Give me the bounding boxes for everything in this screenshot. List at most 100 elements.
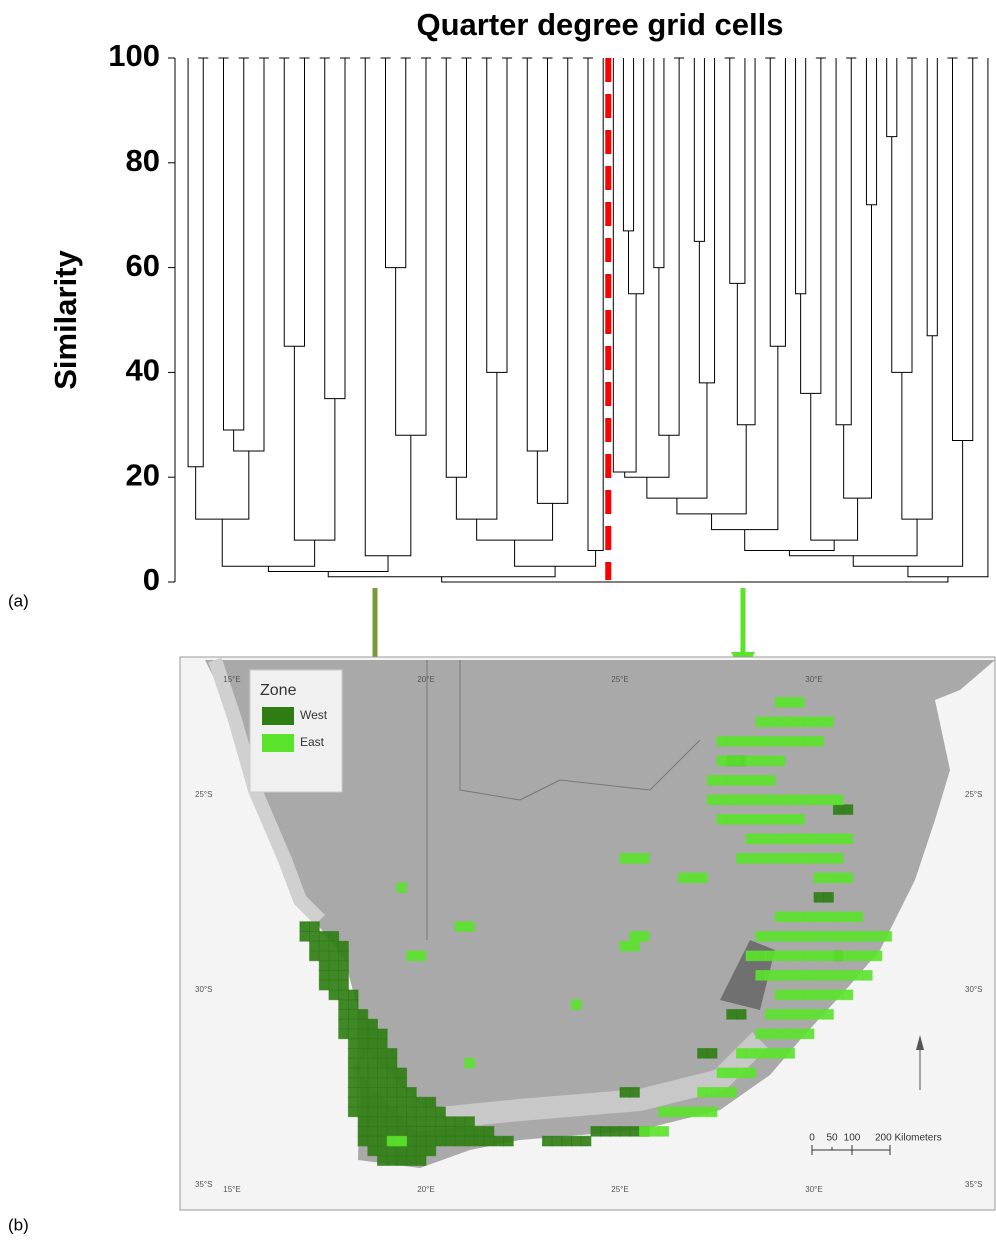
grid-cell bbox=[571, 1135, 582, 1147]
grid-cell bbox=[774, 833, 786, 845]
dendrogram-branch bbox=[835, 58, 852, 426]
grid-cell bbox=[435, 1116, 446, 1127]
grid-cell bbox=[299, 921, 311, 932]
grid-cell bbox=[716, 775, 728, 786]
grid-cell bbox=[823, 892, 834, 903]
grid-cell bbox=[377, 1155, 388, 1166]
grid-cell bbox=[774, 794, 786, 806]
grid-cell bbox=[813, 716, 825, 728]
grid-cell bbox=[726, 1067, 737, 1079]
grid-cell bbox=[328, 940, 340, 952]
grid-cell bbox=[347, 1018, 359, 1030]
grid-cell bbox=[784, 1048, 796, 1059]
grid-cell bbox=[794, 970, 805, 981]
grid-cell bbox=[367, 1028, 378, 1040]
grid-cell bbox=[726, 794, 737, 806]
grid-cell bbox=[803, 794, 815, 806]
grid-cell bbox=[318, 931, 330, 942]
lon-label: 25°E bbox=[611, 675, 628, 684]
legend-swatch bbox=[262, 734, 294, 752]
grid-cell bbox=[386, 1077, 398, 1088]
legend-swatch bbox=[262, 707, 294, 725]
grid-cell bbox=[464, 1135, 475, 1147]
grid-cell bbox=[774, 736, 786, 747]
grid-cell bbox=[755, 716, 766, 728]
grid-cell bbox=[367, 1077, 378, 1088]
dendrogram-branch bbox=[233, 58, 265, 452]
grid-cell bbox=[406, 1135, 417, 1147]
grid-cell bbox=[745, 1048, 757, 1059]
lat-label: 25°S bbox=[965, 790, 982, 799]
grid-cell bbox=[396, 1145, 408, 1157]
grid-cell bbox=[454, 1135, 466, 1147]
grid-cell bbox=[367, 1135, 378, 1147]
grid-cell bbox=[794, 931, 805, 942]
grid-cell bbox=[745, 736, 757, 747]
grid-cell bbox=[347, 989, 359, 1001]
grid-cell bbox=[735, 1009, 747, 1020]
grid-cell bbox=[493, 1135, 505, 1147]
grid-cell bbox=[377, 1145, 388, 1157]
y-tick-label: 20 bbox=[126, 457, 160, 492]
grid-cell bbox=[464, 921, 475, 932]
grid-cell bbox=[755, 1048, 766, 1059]
grid-cell bbox=[367, 1087, 378, 1098]
grid-cell bbox=[377, 1067, 388, 1079]
grid-cell bbox=[377, 1028, 388, 1040]
dendrogram-branch bbox=[952, 58, 974, 442]
scale-label: 200 Kilometers bbox=[875, 1133, 942, 1144]
map-cells bbox=[299, 697, 893, 1166]
dendrogram-branch bbox=[455, 372, 498, 520]
grid-cell bbox=[794, 911, 805, 923]
grid-cell bbox=[415, 1155, 427, 1166]
grid-cell bbox=[386, 1155, 398, 1166]
grid-cell bbox=[862, 931, 873, 942]
grid-cell bbox=[687, 1106, 699, 1118]
grid-cell bbox=[571, 999, 582, 1010]
grid-cell bbox=[842, 970, 854, 981]
grid-cell bbox=[406, 1126, 417, 1137]
grid-cell bbox=[755, 853, 766, 864]
grid-cell bbox=[406, 1087, 417, 1098]
dendrogram-branch bbox=[658, 58, 680, 436]
grid-cell bbox=[726, 1087, 737, 1098]
grid-cell bbox=[377, 1135, 388, 1147]
grid-cell bbox=[425, 1145, 437, 1157]
grid-cell bbox=[464, 1057, 475, 1069]
grid-cell bbox=[338, 940, 349, 952]
grid-cell bbox=[862, 950, 873, 962]
grid-cell bbox=[687, 872, 699, 884]
grid-cell bbox=[464, 1116, 475, 1127]
grid-cell bbox=[794, 853, 805, 864]
lat-label: 35°S bbox=[195, 1180, 212, 1189]
grid-cell bbox=[338, 960, 349, 971]
grid-cell bbox=[765, 755, 776, 767]
grid-cell bbox=[357, 1028, 369, 1040]
grid-cell bbox=[832, 853, 844, 864]
grid-cell bbox=[842, 872, 854, 884]
grid-cell bbox=[629, 940, 640, 952]
dendrogram-branch bbox=[769, 58, 786, 347]
grid-cell bbox=[813, 931, 825, 942]
grid-cell bbox=[415, 950, 427, 962]
dendrogram-branch bbox=[729, 58, 746, 284]
lon-label: 20°E bbox=[417, 675, 434, 684]
grid-cell bbox=[735, 775, 747, 786]
dendrogram-branch bbox=[364, 58, 412, 557]
grid-cell bbox=[755, 775, 766, 786]
grid-cell bbox=[784, 1009, 796, 1020]
grid-cell bbox=[765, 794, 776, 806]
dendrogram-branch bbox=[445, 58, 467, 478]
grid-cell bbox=[765, 1009, 776, 1020]
grid-cell bbox=[823, 970, 834, 981]
grid-cell bbox=[852, 970, 863, 981]
grid-cell bbox=[697, 872, 708, 884]
grid-cell bbox=[328, 931, 340, 942]
grid-cell bbox=[338, 1028, 349, 1040]
grid-cell bbox=[328, 950, 340, 962]
grid-cell bbox=[386, 1106, 398, 1118]
grid-cell bbox=[842, 931, 854, 942]
grid-cell bbox=[396, 1135, 408, 1147]
grid-cell bbox=[347, 1067, 359, 1079]
grid-cell bbox=[803, 833, 815, 845]
